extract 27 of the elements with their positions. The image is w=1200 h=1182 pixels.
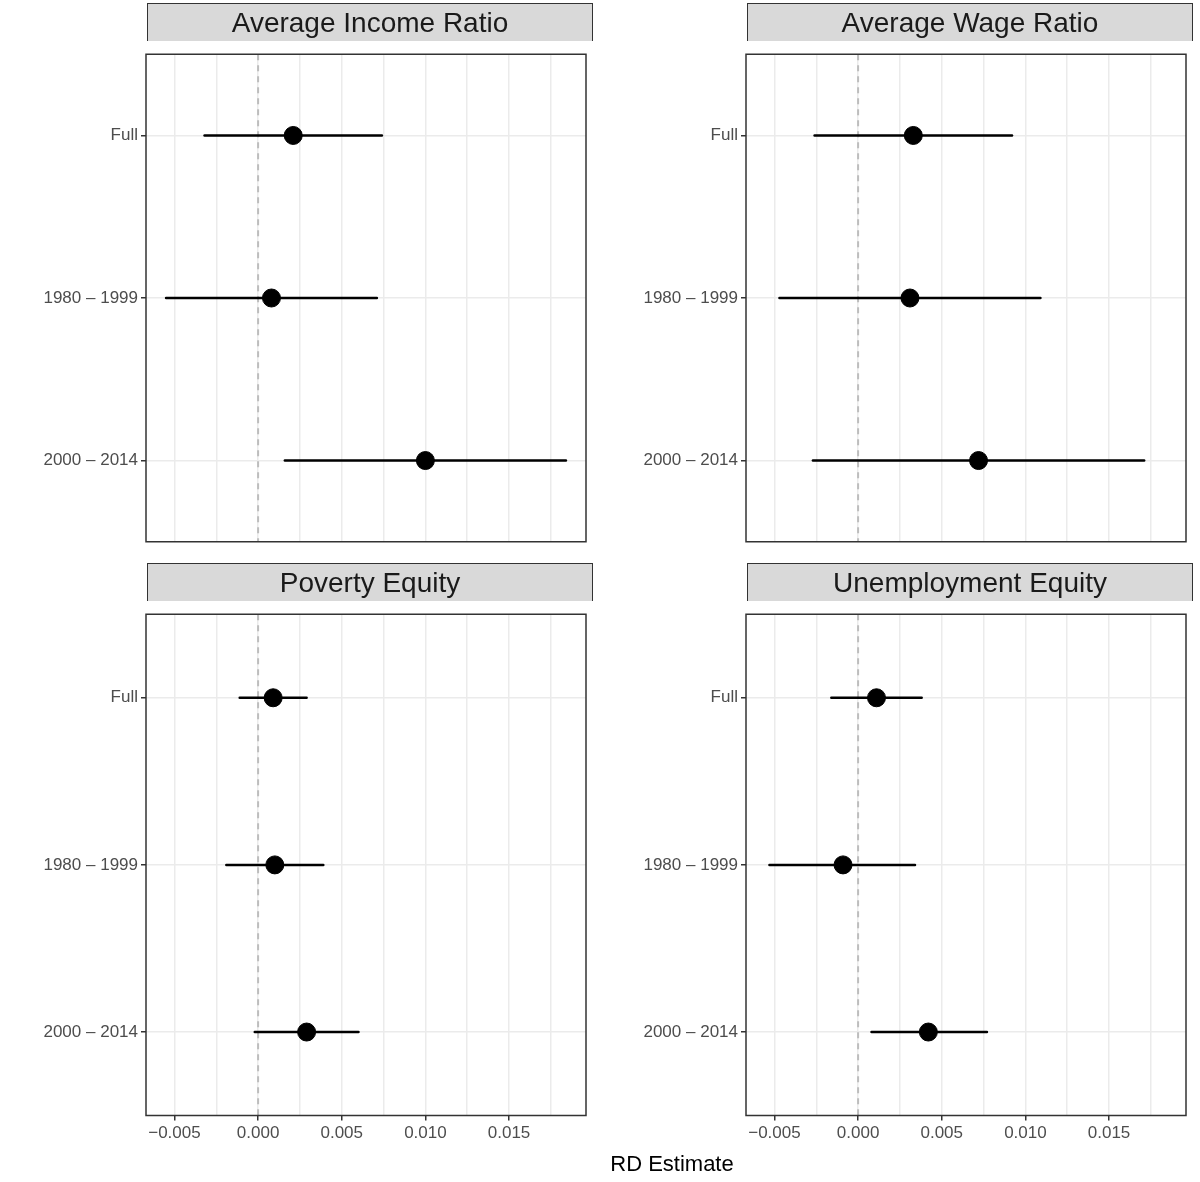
- x-tick-label: 0.005: [320, 1123, 364, 1143]
- chart-title: Average Income Ratio: [147, 3, 593, 41]
- x-tick-label: 0.005: [920, 1123, 964, 1143]
- x-tick-label: 0.010: [1004, 1123, 1047, 1143]
- x-tick-label: 0.015: [487, 1123, 531, 1143]
- y-tick-label: 1980 – 1999: [643, 287, 738, 307]
- chart-title: Average Wage Ratio: [747, 3, 1193, 41]
- y-tick-label: Full: [710, 687, 738, 707]
- x-tick-label: 0.000: [236, 1123, 280, 1143]
- x-tick-label: 0.000: [836, 1123, 880, 1143]
- x-tick-label: 0.015: [1087, 1123, 1131, 1143]
- y-tick-label: 2000 – 2014: [643, 450, 738, 470]
- y-tick-label: 1980 – 1999: [43, 854, 138, 874]
- y-tick-label: 1980 – 1999: [643, 854, 738, 874]
- x-axis-title: RD Estimate: [609, 1151, 735, 1177]
- x-tick-label: −0.005: [748, 1123, 801, 1143]
- y-tick-label: 1980 – 1999: [43, 287, 138, 307]
- y-tick-label: 2000 – 2014: [43, 1021, 138, 1041]
- x-tick-label: −0.005: [148, 1123, 201, 1143]
- chart-title: Poverty Equity: [147, 563, 593, 601]
- y-tick-label: Full: [110, 125, 138, 145]
- x-tick-label: 0.010: [404, 1123, 447, 1143]
- y-tick-label: Full: [110, 687, 138, 707]
- chart-title: Unemployment Equity: [747, 563, 1193, 601]
- y-tick-label: Full: [710, 125, 738, 145]
- y-tick-label: 2000 – 2014: [43, 450, 138, 470]
- y-tick-label: 2000 – 2014: [643, 1021, 738, 1041]
